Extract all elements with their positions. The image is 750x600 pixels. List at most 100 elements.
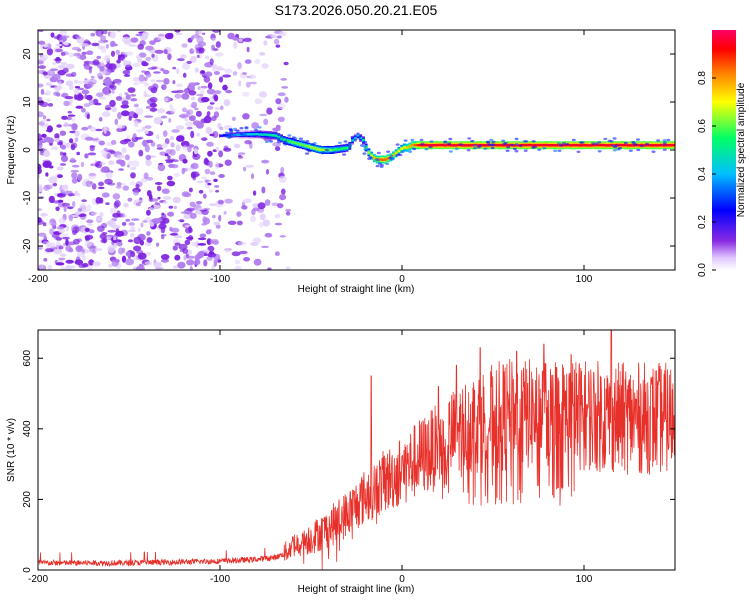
noise-blob bbox=[62, 152, 67, 156]
noise-blob bbox=[213, 90, 222, 94]
noise-blob bbox=[237, 152, 246, 155]
noise-blob bbox=[277, 203, 284, 209]
noise-blob bbox=[81, 108, 86, 113]
noise-blob bbox=[205, 179, 209, 184]
noise-blob bbox=[195, 121, 204, 129]
ridge-fleck bbox=[224, 131, 229, 134]
top-y-axis-label: Frequency (Hz) bbox=[6, 116, 17, 185]
noise-blob bbox=[264, 199, 271, 206]
noise-blob bbox=[60, 51, 66, 57]
ridge-core-cell bbox=[574, 143, 578, 147]
noise-blob bbox=[236, 220, 243, 226]
noise-blob bbox=[96, 217, 102, 221]
noise-blob bbox=[233, 143, 241, 149]
ridge-core-cell bbox=[367, 151, 371, 154]
ridge-fleck bbox=[612, 149, 617, 152]
ridge-fleck bbox=[466, 149, 471, 152]
colorbar-label: Normalized spectral amplitude bbox=[736, 82, 747, 217]
ridge-core-cell bbox=[454, 144, 458, 147]
noise-blob bbox=[177, 58, 185, 62]
ridge-core-cell bbox=[236, 133, 240, 136]
noise-blob bbox=[231, 251, 241, 257]
noise-blob bbox=[218, 76, 224, 83]
spectral-ridge bbox=[220, 126, 675, 168]
noise-blob bbox=[127, 160, 133, 166]
noise-blob bbox=[124, 74, 131, 77]
ridge-core-cell bbox=[299, 143, 303, 146]
noise-blob bbox=[133, 245, 142, 252]
noise-blob bbox=[167, 155, 171, 160]
noise-blob bbox=[38, 208, 43, 211]
noise-blob bbox=[43, 149, 51, 158]
noise-blob bbox=[38, 133, 43, 141]
noise-blob bbox=[81, 263, 89, 268]
noise-blob bbox=[259, 213, 266, 221]
noise-blob bbox=[275, 44, 281, 48]
noise-blob bbox=[277, 102, 286, 110]
noise-blob bbox=[38, 83, 44, 88]
noise-blob bbox=[135, 202, 141, 207]
noise-blob bbox=[194, 259, 201, 266]
noise-blob bbox=[150, 141, 156, 147]
noise-blob bbox=[57, 199, 64, 203]
noise-blob bbox=[146, 139, 154, 143]
noise-blob bbox=[43, 257, 48, 262]
ridge-core-cell bbox=[452, 144, 456, 147]
ridge-fleck bbox=[486, 141, 491, 144]
noise-blob bbox=[149, 102, 157, 108]
noise-blob bbox=[236, 211, 242, 217]
ridge-core-cell bbox=[370, 154, 374, 157]
noise-blob bbox=[114, 118, 119, 126]
noise-blob bbox=[38, 263, 44, 270]
ridge-fleck bbox=[524, 140, 529, 143]
noise-blob bbox=[250, 242, 259, 246]
ridge-fleck bbox=[459, 143, 463, 146]
noise-blob bbox=[242, 91, 250, 97]
noise-blob bbox=[200, 96, 210, 103]
ridge-core-cell bbox=[378, 158, 382, 161]
ridge-fleck bbox=[363, 140, 368, 144]
noise-blob bbox=[92, 261, 101, 267]
noise-blob bbox=[213, 48, 219, 51]
noise-blob bbox=[46, 125, 53, 133]
noise-blob bbox=[70, 169, 80, 173]
noise-blob bbox=[272, 127, 281, 132]
noise-blob bbox=[206, 88, 216, 95]
ridge-core-cell bbox=[413, 143, 417, 147]
noise-blob bbox=[65, 190, 69, 193]
noise-blob bbox=[162, 84, 167, 90]
noise-blob bbox=[117, 112, 122, 120]
ridge-fleck bbox=[628, 149, 633, 152]
noise-blob bbox=[186, 259, 195, 266]
noise-blob bbox=[46, 98, 51, 102]
x-tick-label: 100 bbox=[576, 274, 593, 285]
ridge-fleck bbox=[448, 150, 453, 153]
ridge-fleck bbox=[557, 142, 561, 145]
noise-blob bbox=[112, 239, 118, 244]
noise-blob bbox=[163, 97, 169, 102]
noise-blob bbox=[190, 163, 196, 169]
noise-blob bbox=[90, 32, 96, 37]
noise-blob bbox=[196, 132, 200, 137]
noise-blob bbox=[58, 140, 63, 145]
noise-blob bbox=[141, 62, 149, 67]
noise-blob bbox=[92, 246, 97, 254]
ridge-fleck bbox=[502, 142, 507, 145]
noise-blob bbox=[133, 236, 142, 245]
noise-blob bbox=[125, 94, 131, 100]
noise-blob bbox=[116, 154, 125, 159]
noise-blob bbox=[46, 118, 51, 122]
noise-blob bbox=[274, 222, 282, 226]
noise-blob bbox=[145, 159, 152, 167]
noise-blob bbox=[183, 255, 187, 261]
noise-blob bbox=[237, 241, 247, 246]
noise-blob bbox=[266, 107, 273, 115]
noise-blob bbox=[179, 54, 187, 59]
noise-blob bbox=[197, 207, 205, 211]
ridge-fleck bbox=[612, 137, 617, 140]
noise-blob bbox=[110, 84, 117, 91]
noise-blob bbox=[61, 154, 68, 163]
noise-blob bbox=[115, 49, 121, 55]
noise-blob bbox=[107, 229, 116, 233]
ridge-core-cell bbox=[544, 143, 548, 147]
